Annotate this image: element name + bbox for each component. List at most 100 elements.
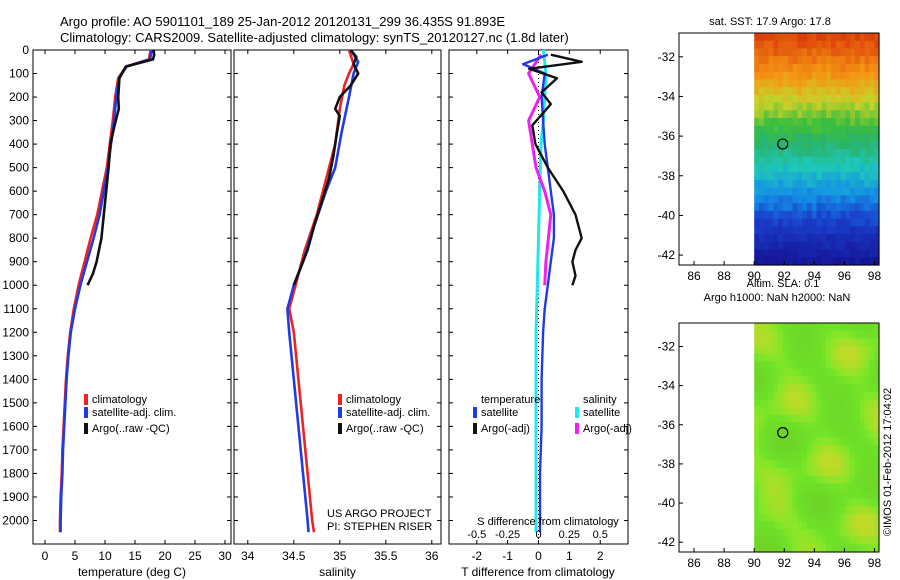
map-cell [855, 241, 861, 251]
map-cell [758, 345, 765, 355]
map-cell [826, 71, 832, 80]
map-x-tick-label: 88 [717, 556, 731, 570]
map-cell [754, 203, 760, 212]
map-cell [768, 452, 774, 461]
map-cell [806, 234, 813, 243]
map-x-tick-label: 86 [687, 269, 701, 283]
map-cell [869, 468, 875, 477]
map-cell [758, 179, 765, 189]
map-cell [831, 460, 837, 469]
map-cell [869, 63, 875, 73]
map-cell [782, 529, 789, 538]
map-cell [758, 391, 765, 400]
map-cell [840, 210, 846, 220]
map-cell [816, 498, 822, 507]
map-cell [763, 468, 770, 477]
map-cell [869, 452, 875, 461]
map-cell [859, 345, 866, 355]
map-cell [874, 210, 880, 220]
map-cell [758, 483, 765, 492]
map-cell [754, 210, 760, 220]
map-cell [869, 475, 875, 484]
map-cell [811, 361, 818, 370]
map-cell [773, 521, 779, 530]
map-cell [869, 437, 875, 446]
map-cell [850, 187, 856, 196]
map-cell [831, 195, 837, 204]
map-cell [811, 149, 818, 158]
map-cell [869, 422, 875, 431]
map-cell [840, 498, 846, 507]
map-cell [874, 475, 880, 484]
map-cell [855, 94, 861, 104]
map-cell [864, 234, 870, 243]
map-cell [787, 345, 794, 355]
map-cell [859, 422, 866, 431]
map-cell [782, 361, 789, 370]
map-cell [754, 33, 760, 42]
map-cell [763, 195, 770, 204]
map-cell [859, 429, 866, 439]
map-cell [816, 323, 822, 332]
map-cell [797, 422, 803, 431]
map-cell [835, 544, 842, 553]
map-cell [811, 513, 818, 523]
map-cell [806, 490, 813, 500]
map-cell [869, 133, 875, 142]
map-cell [811, 234, 818, 243]
map-cell [768, 133, 774, 142]
map-cell [758, 330, 765, 339]
map-cell [835, 468, 842, 477]
map-cell [835, 498, 842, 507]
y-tick-label: 1100 [3, 302, 29, 316]
map-cell [787, 141, 794, 150]
map-cell [840, 338, 846, 347]
map-cell [845, 71, 851, 80]
series-line-argo-raw-qc- [86, 49, 156, 286]
map-cell [758, 234, 765, 243]
map-cell [773, 353, 779, 362]
map-cell [816, 529, 822, 538]
map-cell [835, 506, 842, 515]
map-cell [754, 234, 760, 243]
map-cell [768, 536, 774, 545]
map-cell [864, 406, 870, 416]
map-cell [840, 536, 846, 545]
map-cell [874, 218, 880, 227]
map-cell [821, 445, 827, 454]
map-cell [850, 406, 856, 416]
map-cell [792, 353, 798, 362]
y-tick-label: 400 [9, 137, 29, 151]
map-cell [826, 338, 832, 347]
map-cell [835, 521, 842, 530]
map-cell [869, 391, 875, 400]
map-cell [826, 498, 832, 507]
map-cell [855, 172, 861, 181]
map-cell [797, 368, 803, 378]
map-cell [869, 521, 875, 530]
map-cell [778, 87, 784, 96]
map-y-tick-label: -42 [658, 248, 676, 262]
map-cell [859, 391, 866, 400]
map-cell [840, 63, 846, 73]
map-cell [758, 513, 765, 523]
map-cell [855, 125, 861, 135]
map-cell [831, 391, 837, 400]
map-cell [768, 156, 774, 166]
map-cell [792, 102, 798, 111]
map-cell [826, 195, 832, 204]
map-cell [831, 249, 837, 258]
map-cell [855, 56, 861, 65]
map-cell [821, 391, 827, 400]
map-cell [855, 257, 861, 266]
map-cell [821, 71, 827, 80]
map-cell [821, 460, 827, 469]
map-cell [874, 422, 880, 431]
map-cell [782, 468, 789, 477]
map-cell [869, 179, 875, 189]
map-cell [763, 460, 770, 469]
map-cell [778, 71, 784, 80]
map-cell [773, 125, 779, 135]
map-cell [869, 110, 875, 119]
map-cell [816, 118, 822, 127]
